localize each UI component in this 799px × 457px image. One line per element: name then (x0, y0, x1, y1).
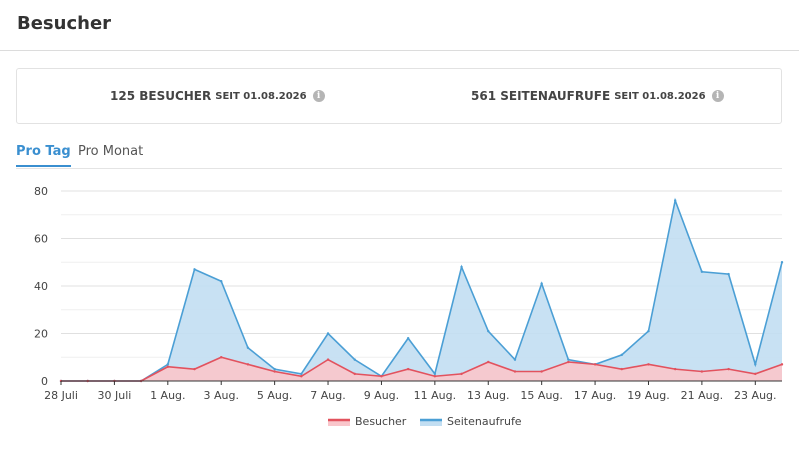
series-area-seitenaufrufe (61, 200, 782, 381)
visitors-count: 125 BESUCHER (110, 89, 212, 103)
info-icon[interactable]: i (312, 90, 325, 102)
data-point-besucher (727, 367, 730, 371)
x-tick-label: 3 Aug. (203, 389, 238, 402)
x-tick-label: 7 Aug. (310, 389, 345, 402)
x-tick-label: 30 Juli (97, 389, 131, 402)
x-tick-label: 9 Aug. (364, 389, 399, 402)
data-point-seitenaufrufe (513, 358, 517, 361)
data-point-seitenaufrufe (567, 358, 570, 361)
pageviews-count: 561 SEITENAUFRUFE (471, 89, 611, 103)
visitors-stat: 125 BESUCHER SEIT 01.08.2026 i (110, 89, 325, 103)
legend-label: Besucher (355, 415, 407, 428)
data-point-besucher (673, 367, 677, 371)
series-line-seitenaufrufe (61, 197, 783, 382)
data-point-besucher (166, 365, 170, 368)
data-point-besucher (406, 367, 410, 371)
data-point-seitenaufrufe (353, 358, 356, 361)
visitors-since: SEIT 01.08.2026 (215, 90, 307, 102)
x-tick-label: 5 Aug. (257, 389, 292, 402)
x-tick-label: 21 Aug. (681, 389, 723, 402)
data-point-seitenaufrufe (540, 282, 543, 285)
x-tick-label: 11 Aug. (414, 389, 456, 402)
legend-swatch (420, 420, 442, 426)
data-point-besucher (380, 375, 383, 378)
data-point-besucher (220, 356, 223, 359)
data-point-besucher (620, 367, 623, 371)
x-tick-label: 17 Aug. (574, 389, 616, 402)
data-point-seitenaufrufe (300, 372, 303, 376)
data-point-seitenaufrufe (460, 265, 463, 269)
data-point-seitenaufrufe (166, 363, 170, 366)
data-point-besucher (193, 367, 196, 371)
data-point-seitenaufrufe (780, 261, 784, 264)
data-point-seitenaufrufe (487, 329, 490, 333)
stats-panel: 125 BESUCHER SEIT 01.08.2026 i 561 SEITE… (16, 68, 782, 124)
y-tick-label: 80 (34, 185, 48, 198)
data-point-besucher (487, 360, 490, 364)
data-point-besucher (780, 363, 784, 366)
x-tick-label: 13 Aug. (467, 389, 509, 402)
data-point-besucher (433, 375, 437, 378)
data-point-besucher (326, 358, 330, 361)
info-icon[interactable]: i (711, 90, 724, 102)
data-point-seitenaufrufe (433, 372, 437, 376)
x-tick-label: 23 Aug. (734, 389, 776, 402)
data-point-seitenaufrufe (673, 199, 677, 202)
series-line-besucher (61, 356, 783, 382)
y-tick-label: 0 (41, 375, 48, 388)
x-tick-label: 19 Aug. (627, 389, 669, 402)
data-point-seitenaufrufe (246, 346, 250, 349)
data-point-seitenaufrufe (700, 270, 704, 273)
data-point-seitenaufrufe (273, 367, 276, 371)
data-point-besucher (353, 372, 356, 376)
y-tick-label: 40 (34, 280, 48, 293)
x-tick-label: 28 Juli (44, 389, 78, 402)
tab-bar: Pro Tag Pro Monat (16, 143, 782, 169)
data-point-seitenaufrufe (620, 353, 623, 357)
data-point-seitenaufrufe (406, 337, 410, 340)
data-point-besucher (460, 372, 463, 376)
x-tick-label: 15 Aug. (520, 389, 562, 402)
data-point-seitenaufrufe (193, 268, 196, 271)
data-point-seitenaufrufe (727, 272, 730, 276)
tab-pro-monat[interactable]: Pro Monat (78, 144, 144, 159)
y-tick-label: 60 (34, 233, 48, 246)
data-point-besucher (593, 363, 597, 366)
data-point-besucher (567, 360, 570, 364)
pageviews-stat: 561 SEITENAUFRUFE SEIT 01.08.2026 i (471, 89, 724, 103)
data-point-besucher (300, 375, 303, 378)
page-title: Besucher (17, 13, 112, 34)
tab-pro-tag[interactable]: Pro Tag (16, 144, 71, 167)
data-point-besucher (647, 363, 650, 366)
x-tick-label: 1 Aug. (150, 389, 185, 402)
legend-swatch (328, 420, 350, 426)
data-point-besucher (540, 370, 543, 373)
legend-label: Seitenaufrufe (447, 415, 522, 428)
data-point-seitenaufrufe (754, 363, 757, 366)
data-point-seitenaufrufe (647, 329, 650, 333)
pageviews-since: SEIT 01.08.2026 (614, 90, 706, 102)
data-point-besucher (754, 372, 757, 376)
data-point-besucher (700, 370, 704, 373)
data-point-besucher (273, 370, 276, 373)
data-point-seitenaufrufe (220, 280, 223, 283)
data-point-besucher (513, 370, 517, 373)
page-header: Besucher (0, 0, 799, 51)
data-point-besucher (246, 363, 250, 366)
data-point-seitenaufrufe (326, 332, 330, 335)
y-tick-label: 20 (34, 328, 48, 341)
